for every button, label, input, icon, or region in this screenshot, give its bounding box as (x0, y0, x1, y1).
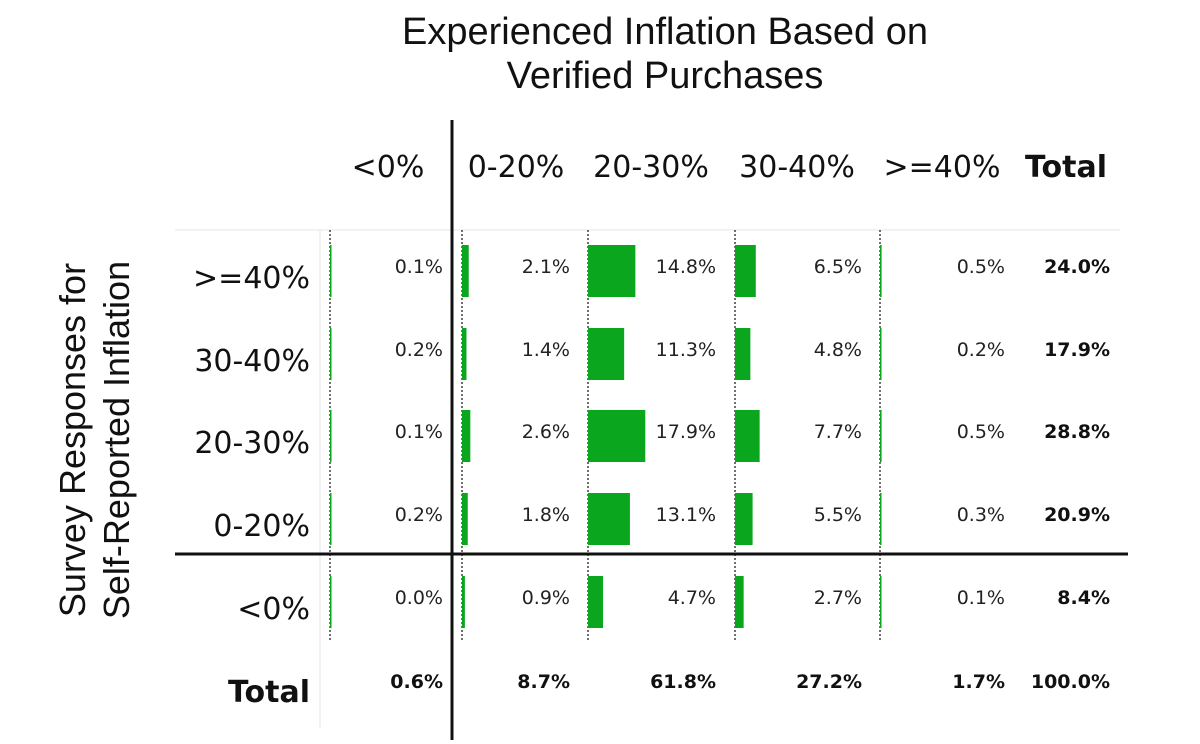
bar-r4-c0 (330, 576, 332, 628)
row-total-0: 24.0% (1044, 256, 1110, 278)
cell-value-r0-c2: 14.8% (656, 256, 716, 278)
bar-r2-c0 (330, 410, 332, 462)
row-total-4: 8.4% (1057, 587, 1110, 609)
cell-value-r0-c1: 2.1% (522, 256, 570, 278)
bar-r1-c2 (588, 328, 625, 380)
cell-value-r3-c4: 0.3% (957, 504, 1005, 526)
bar-r0-c0 (330, 245, 332, 297)
cell-value-r4-c2: 4.7% (668, 587, 716, 609)
row-header-2: 20-30% (194, 426, 310, 461)
bar-r3-c4 (880, 493, 882, 545)
column-header-4: >=40% (884, 150, 1001, 185)
cell-value-r2-c1: 2.6% (522, 421, 570, 443)
column-total-3: 27.2% (796, 671, 862, 693)
cell-value-r1-c3: 4.8% (814, 339, 862, 361)
bar-r0-c3 (735, 245, 756, 297)
bar-r3-c1 (462, 493, 468, 545)
bar-r0-c4 (880, 245, 882, 297)
cell-value-r3-c1: 1.8% (522, 504, 570, 526)
cell-value-r1-c0: 0.2% (395, 339, 443, 361)
grand-total: 100.0% (1031, 671, 1110, 693)
bar-r1-c3 (735, 328, 751, 380)
bar-r2-c2 (588, 410, 646, 462)
column-header-0: <0% (352, 150, 425, 185)
bar-r4-c3 (735, 576, 744, 628)
bar-r0-c2 (588, 245, 636, 297)
cell-value-r4-c4: 0.1% (957, 587, 1005, 609)
row-header-total: Total (228, 675, 310, 710)
bar-r2-c3 (735, 410, 760, 462)
bar-r2-c4 (880, 410, 882, 462)
cell-value-r3-c2: 13.1% (656, 504, 716, 526)
row-header-0: >=40% (193, 261, 310, 296)
chart-title: Experienced Inflation Based on Verified … (300, 10, 1030, 98)
column-header-2: 20-30% (593, 150, 709, 185)
row-total-2: 28.8% (1044, 421, 1110, 443)
cell-value-r1-c4: 0.2% (957, 339, 1005, 361)
bar-r0-c1 (462, 245, 469, 297)
cell-value-r0-c3: 6.5% (814, 256, 862, 278)
cell-value-r4-c0: 0.0% (395, 587, 443, 609)
column-header-total: Total (1025, 150, 1107, 185)
row-header-1: 30-40% (194, 344, 310, 379)
cell-value-r2-c3: 7.7% (814, 421, 862, 443)
row-header-3: 0-20% (213, 509, 310, 544)
bar-r4-c2 (588, 576, 604, 628)
cell-value-r1-c1: 1.4% (522, 339, 570, 361)
bar-r4-c4 (880, 576, 882, 628)
bar-r1-c4 (880, 328, 882, 380)
cell-value-r2-c4: 0.5% (957, 421, 1005, 443)
bar-r3-c0 (330, 493, 332, 545)
column-total-2: 61.8% (650, 671, 716, 693)
bar-r3-c3 (735, 493, 753, 545)
column-total-4: 1.7% (952, 671, 1005, 693)
column-total-1: 8.7% (517, 671, 570, 693)
column-header-1: 0-20% (468, 150, 565, 185)
cell-value-r0-c4: 0.5% (957, 256, 1005, 278)
cell-value-r2-c0: 0.1% (395, 421, 443, 443)
cell-value-r4-c1: 0.9% (522, 587, 570, 609)
row-total-1: 17.9% (1044, 339, 1110, 361)
row-total-3: 20.9% (1044, 504, 1110, 526)
bar-r1-c1 (462, 328, 467, 380)
row-header-4: <0% (237, 592, 310, 627)
chart-title-line-1: Experienced Inflation Based on (401, 11, 929, 53)
cell-value-r4-c3: 2.7% (814, 587, 862, 609)
cell-value-r1-c2: 11.3% (656, 339, 716, 361)
bar-r2-c1 (462, 410, 471, 462)
chart-title-line-2: Verified Purchases (506, 55, 824, 97)
column-total-0: 0.6% (390, 671, 443, 693)
bar-r4-c1 (462, 576, 465, 628)
cell-value-r0-c0: 0.1% (395, 256, 443, 278)
bar-r3-c2 (588, 493, 630, 545)
bar-r1-c0 (330, 328, 332, 380)
cell-value-r3-c0: 0.2% (395, 504, 443, 526)
cell-value-r2-c2: 17.9% (656, 421, 716, 443)
cell-value-r3-c3: 5.5% (814, 504, 862, 526)
column-header-3: 30-40% (739, 150, 855, 185)
